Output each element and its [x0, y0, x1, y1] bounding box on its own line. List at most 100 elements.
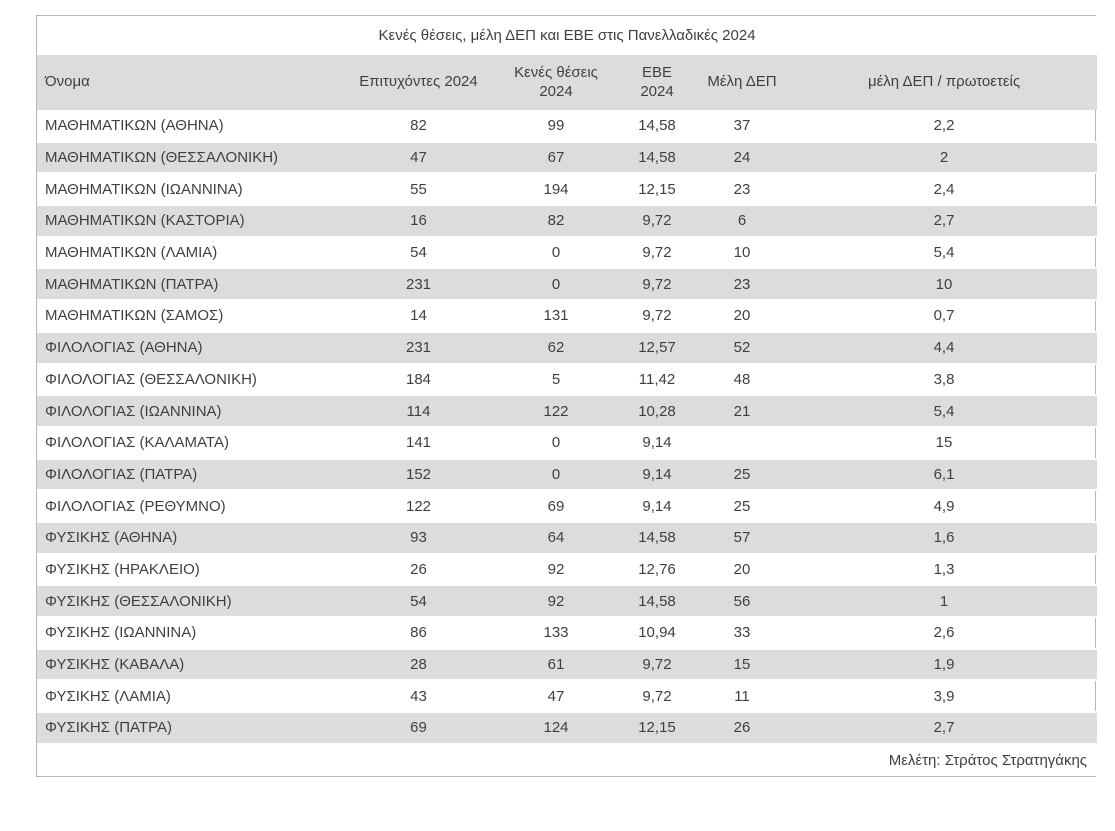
- value-cell: 122: [405, 497, 432, 515]
- value-cell: 43: [410, 687, 427, 705]
- value-cell: 69: [547, 497, 565, 515]
- value-cell: 56: [733, 592, 751, 610]
- value-cell: 2,4: [933, 180, 955, 198]
- value-cell: 152: [405, 465, 432, 483]
- value-cell: 21: [733, 402, 751, 420]
- row-name-cell: ΦΙΛΟΛΟΓΙΑΣ (ΚΑΛΑΜΑΤΑ): [45, 434, 229, 452]
- table-row: ΦΥΣΙΚΗΣ (ΘΕΣΣΑΛΟΝΙΚΗ) 54 92 14,58 56 1: [37, 585, 1098, 617]
- value-cell: 0: [551, 434, 561, 452]
- value-cell: 55: [410, 180, 427, 198]
- value-cell: 12,15: [638, 180, 676, 198]
- value-cell: 133: [543, 624, 569, 642]
- value-cell: 131: [543, 307, 569, 325]
- value-cell: 48: [733, 370, 751, 388]
- header-row: Όνομα Επιτυχόντες 2024 Κενές θέσεις 2024 ΕΒ…: [37, 55, 1098, 110]
- value-cell: 23: [733, 275, 751, 293]
- value-cell: 12,57: [638, 339, 676, 357]
- value-cell: 122: [543, 402, 569, 420]
- table-row: ΦΙΛΟΛΟΓΙΑΣ (ΑΘΗΝΑ) 231 62 12,57 52 4,4: [37, 331, 1098, 364]
- value-cell: 12,76: [638, 560, 676, 578]
- value-cell: 5,4: [933, 244, 955, 262]
- table-row: ΦΥΣΙΚΗΣ (ΠΑΤΡΑ) 69 124 12,15 26 2,7: [37, 712, 1098, 744]
- value-cell: 6: [737, 212, 747, 230]
- value-cell: [693, 427, 791, 459]
- stats-table-container: Κενές θέσεις, μέλη ΔΕΠ και ΕΒΕ στις Πανε…: [36, 15, 1098, 777]
- table-row: ΦΥΣΙΚΗΣ (ΙΩΑΝΝΙΝΑ) 86 133 10,94 33 2,6: [37, 617, 1098, 649]
- table-row: ΦΙΛΟΛΟΓΙΑΣ (ΠΑΤΡΑ) 152 0 9,14 25 6,1: [37, 458, 1098, 491]
- value-cell: 9,14: [642, 434, 672, 452]
- value-cell: 33: [733, 624, 751, 642]
- table-row: ΦΙΛΟΛΟΓΙΑΣ (ΘΕΣΣΑΛΟΝΙΚΗ) 184 5 11,42 48 3,8: [37, 364, 1098, 396]
- value-cell: 9,72: [642, 687, 672, 705]
- table-row: ΦΥΣΙΚΗΣ (ΗΡΑΚΛΕΙΟ) 26 92 12,76 20 1,3: [37, 554, 1098, 586]
- value-cell: 10: [733, 244, 751, 262]
- value-cell: 9,72: [642, 275, 672, 293]
- column-header-0: Όνομα: [37, 55, 346, 110]
- value-cell: 14,58: [638, 592, 676, 610]
- value-cell: 20: [733, 307, 751, 325]
- row-name-cell: ΦΥΣΙΚΗΣ (ΗΡΑΚΛΕΙΟ): [45, 560, 200, 578]
- value-cell: 14,58: [638, 149, 676, 167]
- value-cell: 26: [410, 560, 427, 578]
- value-cell: 82: [410, 116, 427, 134]
- row-name-cell: ΦΙΛΟΛΟΓΙΑΣ (ΘΕΣΣΑΛΟΝΙΚΗ): [45, 370, 257, 388]
- row-name-cell: ΦΙΛΟΛΟΓΙΑΣ (ΡΕΘΥΜΝΟ): [45, 497, 226, 515]
- value-cell: 9,14: [642, 497, 672, 515]
- value-cell: 15: [733, 656, 751, 674]
- value-cell: 114: [406, 402, 431, 420]
- value-cell: 141: [405, 434, 432, 452]
- value-cell: 9,14: [642, 465, 672, 483]
- value-cell: 93: [410, 529, 427, 547]
- value-cell: 9,72: [642, 244, 672, 262]
- row-name-cell: ΜΑΘΗΜΑΤΙΚΩΝ (ΣΑΜΟΣ): [45, 307, 224, 325]
- value-cell: 14,58: [638, 529, 676, 547]
- value-cell: 61: [547, 656, 565, 674]
- table-row: ΜΑΘΗΜΑΤΙΚΩΝ (ΚΑΣΤΟΡΙΑ) 16 82 9,72 6 2,7: [37, 205, 1098, 237]
- title-row: Κενές θέσεις, μέλη ΔΕΠ και ΕΒΕ στις Πανε…: [37, 16, 1098, 55]
- table-row: ΜΑΘΗΜΑΤΙΚΩΝ (ΣΑΜΟΣ) 14 131 9,72 20 0,7: [37, 300, 1098, 332]
- row-name-cell: ΜΑΘΗΜΑΤΙΚΩΝ (ΘΕΣΣΑΛΟΝΙΚΗ): [45, 149, 279, 167]
- value-cell: 9,72: [642, 307, 672, 325]
- value-cell: 9,72: [642, 212, 672, 230]
- value-cell: 4,9: [933, 497, 955, 515]
- value-cell: 92: [547, 592, 565, 610]
- value-cell: 64: [547, 529, 565, 547]
- table-row: ΜΑΘΗΜΑΤΙΚΩΝ (ΙΩΑΝΝΙΝΑ) 55 194 12,15 23 2,4: [37, 173, 1098, 206]
- row-name-cell: ΜΑΘΗΜΑΤΙΚΩΝ (ΙΩΑΝΝΙΝΑ): [45, 180, 243, 198]
- value-cell: 10,28: [638, 402, 676, 420]
- value-cell: 14,58: [638, 116, 676, 134]
- column-header-5: μέλη ΔΕΠ / πρωτοετείς: [791, 55, 1098, 110]
- row-name-cell: ΦΙΛΟΛΟΓΙΑΣ (ΙΩΑΝΝΙΝΑ): [45, 402, 222, 420]
- table-body: ΜΑΘΗΜΑΤΙΚΩΝ (ΑΘΗΝΑ) 82 99 14,58 37 2,2 ΜΑΘΗΜΑΤ…: [37, 110, 1098, 744]
- table-row: ΦΥΣΙΚΗΣ (ΛΑΜΙΑ) 43 47 9,72 11 3,9: [37, 680, 1098, 713]
- value-cell: 3,8: [933, 370, 955, 388]
- value-cell: 99: [547, 116, 565, 134]
- value-cell: 3,9: [933, 687, 955, 705]
- column-header-2: Κενές θέσεις 2024: [491, 55, 621, 110]
- column-header-1: Επιτυχόντες 2024: [346, 55, 491, 110]
- value-cell: 54: [410, 244, 427, 262]
- value-cell: 25: [733, 465, 751, 483]
- value-cell: 0: [551, 465, 561, 483]
- value-cell: 10: [935, 275, 953, 293]
- value-cell: 1,6: [933, 529, 955, 547]
- footer-row: Μελέτη: Στράτος Στρατηγάκης: [37, 743, 1098, 776]
- value-cell: 2,2: [933, 116, 955, 134]
- row-name-cell: ΜΑΘΗΜΑΤΙΚΩΝ (ΑΘΗΝΑ): [45, 116, 224, 134]
- table-row: ΦΥΣΙΚΗΣ (ΚΑΒΑΛΑ) 28 61 9,72 15 1,9: [37, 648, 1098, 681]
- value-cell: 16: [410, 212, 427, 230]
- row-name-cell: ΦΙΛΟΛΟΓΙΑΣ (ΠΑΤΡΑ): [45, 465, 198, 483]
- row-name-cell: ΦΥΣΙΚΗΣ (ΠΑΤΡΑ): [45, 719, 172, 737]
- value-cell: 52: [733, 339, 751, 357]
- row-name-cell: ΦΙΛΟΛΟΓΙΑΣ (ΑΘΗΝΑ): [45, 339, 203, 357]
- table-footer-credit: Μελέτη: Στράτος Στρατηγάκης: [37, 743, 1098, 776]
- value-cell: 2,6: [933, 624, 955, 642]
- value-cell: 11,42: [638, 370, 676, 388]
- value-cell: 25: [733, 497, 751, 515]
- value-cell: 69: [410, 719, 427, 737]
- value-cell: 82: [547, 212, 565, 230]
- value-cell: 86: [410, 624, 427, 642]
- value-cell: 231: [405, 275, 432, 293]
- table-row: ΜΑΘΗΜΑΤΙΚΩΝ (ΘΕΣΣΑΛΟΝΙΚΗ) 47 67 14,58 24 2: [37, 141, 1098, 174]
- row-name-cell: ΜΑΘΗΜΑΤΙΚΩΝ (ΠΑΤΡΑ): [45, 275, 219, 293]
